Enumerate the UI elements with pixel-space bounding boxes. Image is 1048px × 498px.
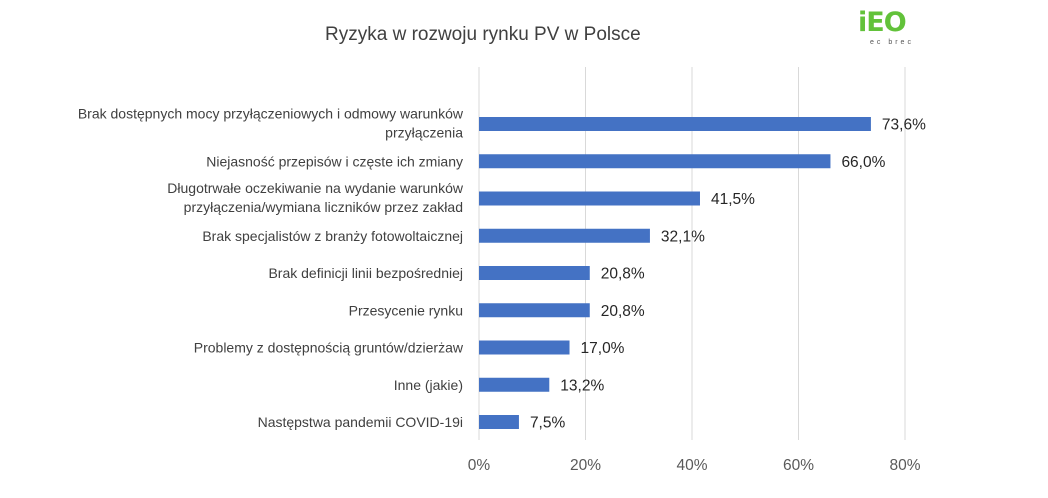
data-label: 32,1% xyxy=(661,228,705,245)
x-tick-label: 80% xyxy=(889,457,920,474)
bar xyxy=(479,117,871,131)
data-label: 41,5% xyxy=(711,191,755,208)
x-tick-label: 20% xyxy=(570,457,601,474)
x-tick-label: 40% xyxy=(676,457,707,474)
bar xyxy=(479,228,650,243)
chart-title: Ryzyka w rozwoju rynku PV w Polsce xyxy=(325,24,641,45)
x-tick-label: 60% xyxy=(783,457,814,474)
bar xyxy=(479,340,570,355)
bar xyxy=(479,266,590,280)
bar xyxy=(479,303,590,318)
data-label: 20,8% xyxy=(601,303,645,320)
data-label: 73,6% xyxy=(882,117,926,134)
x-tick-label: 0% xyxy=(468,457,491,474)
logo-subtext: ec brec xyxy=(870,39,914,46)
category-label: Problemy z dostępnością gruntów/dzierżaw xyxy=(194,340,464,356)
data-label: 13,2% xyxy=(560,377,604,394)
bar xyxy=(479,191,700,206)
category-label: Następstwa pandemii COVID-19i xyxy=(258,414,463,430)
category-label: Brak definicji linii bezpośredniej xyxy=(268,265,463,281)
ieo-logo: iEO ec brec xyxy=(858,8,928,52)
category-label: przyłączenia xyxy=(385,125,463,141)
category-label: Długotrwałe oczekiwanie na wydanie warun… xyxy=(167,180,464,196)
category-label: Przesycenie rynku xyxy=(349,302,463,318)
category-label: przyłączenia/wymiana liczników przez zak… xyxy=(184,199,463,215)
data-label: 20,8% xyxy=(601,266,645,283)
data-label: 66,0% xyxy=(841,154,885,171)
bar xyxy=(479,415,519,429)
bar xyxy=(479,154,831,169)
data-label: 7,5% xyxy=(530,415,566,432)
category-label: Brak specjalistów z branży fotowoltaiczn… xyxy=(202,228,463,244)
category-label: Niejasność przepisów i częste ich zmiany xyxy=(206,153,463,169)
bar xyxy=(479,377,550,392)
category-label: Inne (jakie) xyxy=(394,377,463,393)
category-label: Brak dostępnych mocy przyłączeniowych i … xyxy=(78,106,464,122)
data-label: 17,0% xyxy=(581,340,625,357)
logo-text: iEO xyxy=(858,7,907,38)
